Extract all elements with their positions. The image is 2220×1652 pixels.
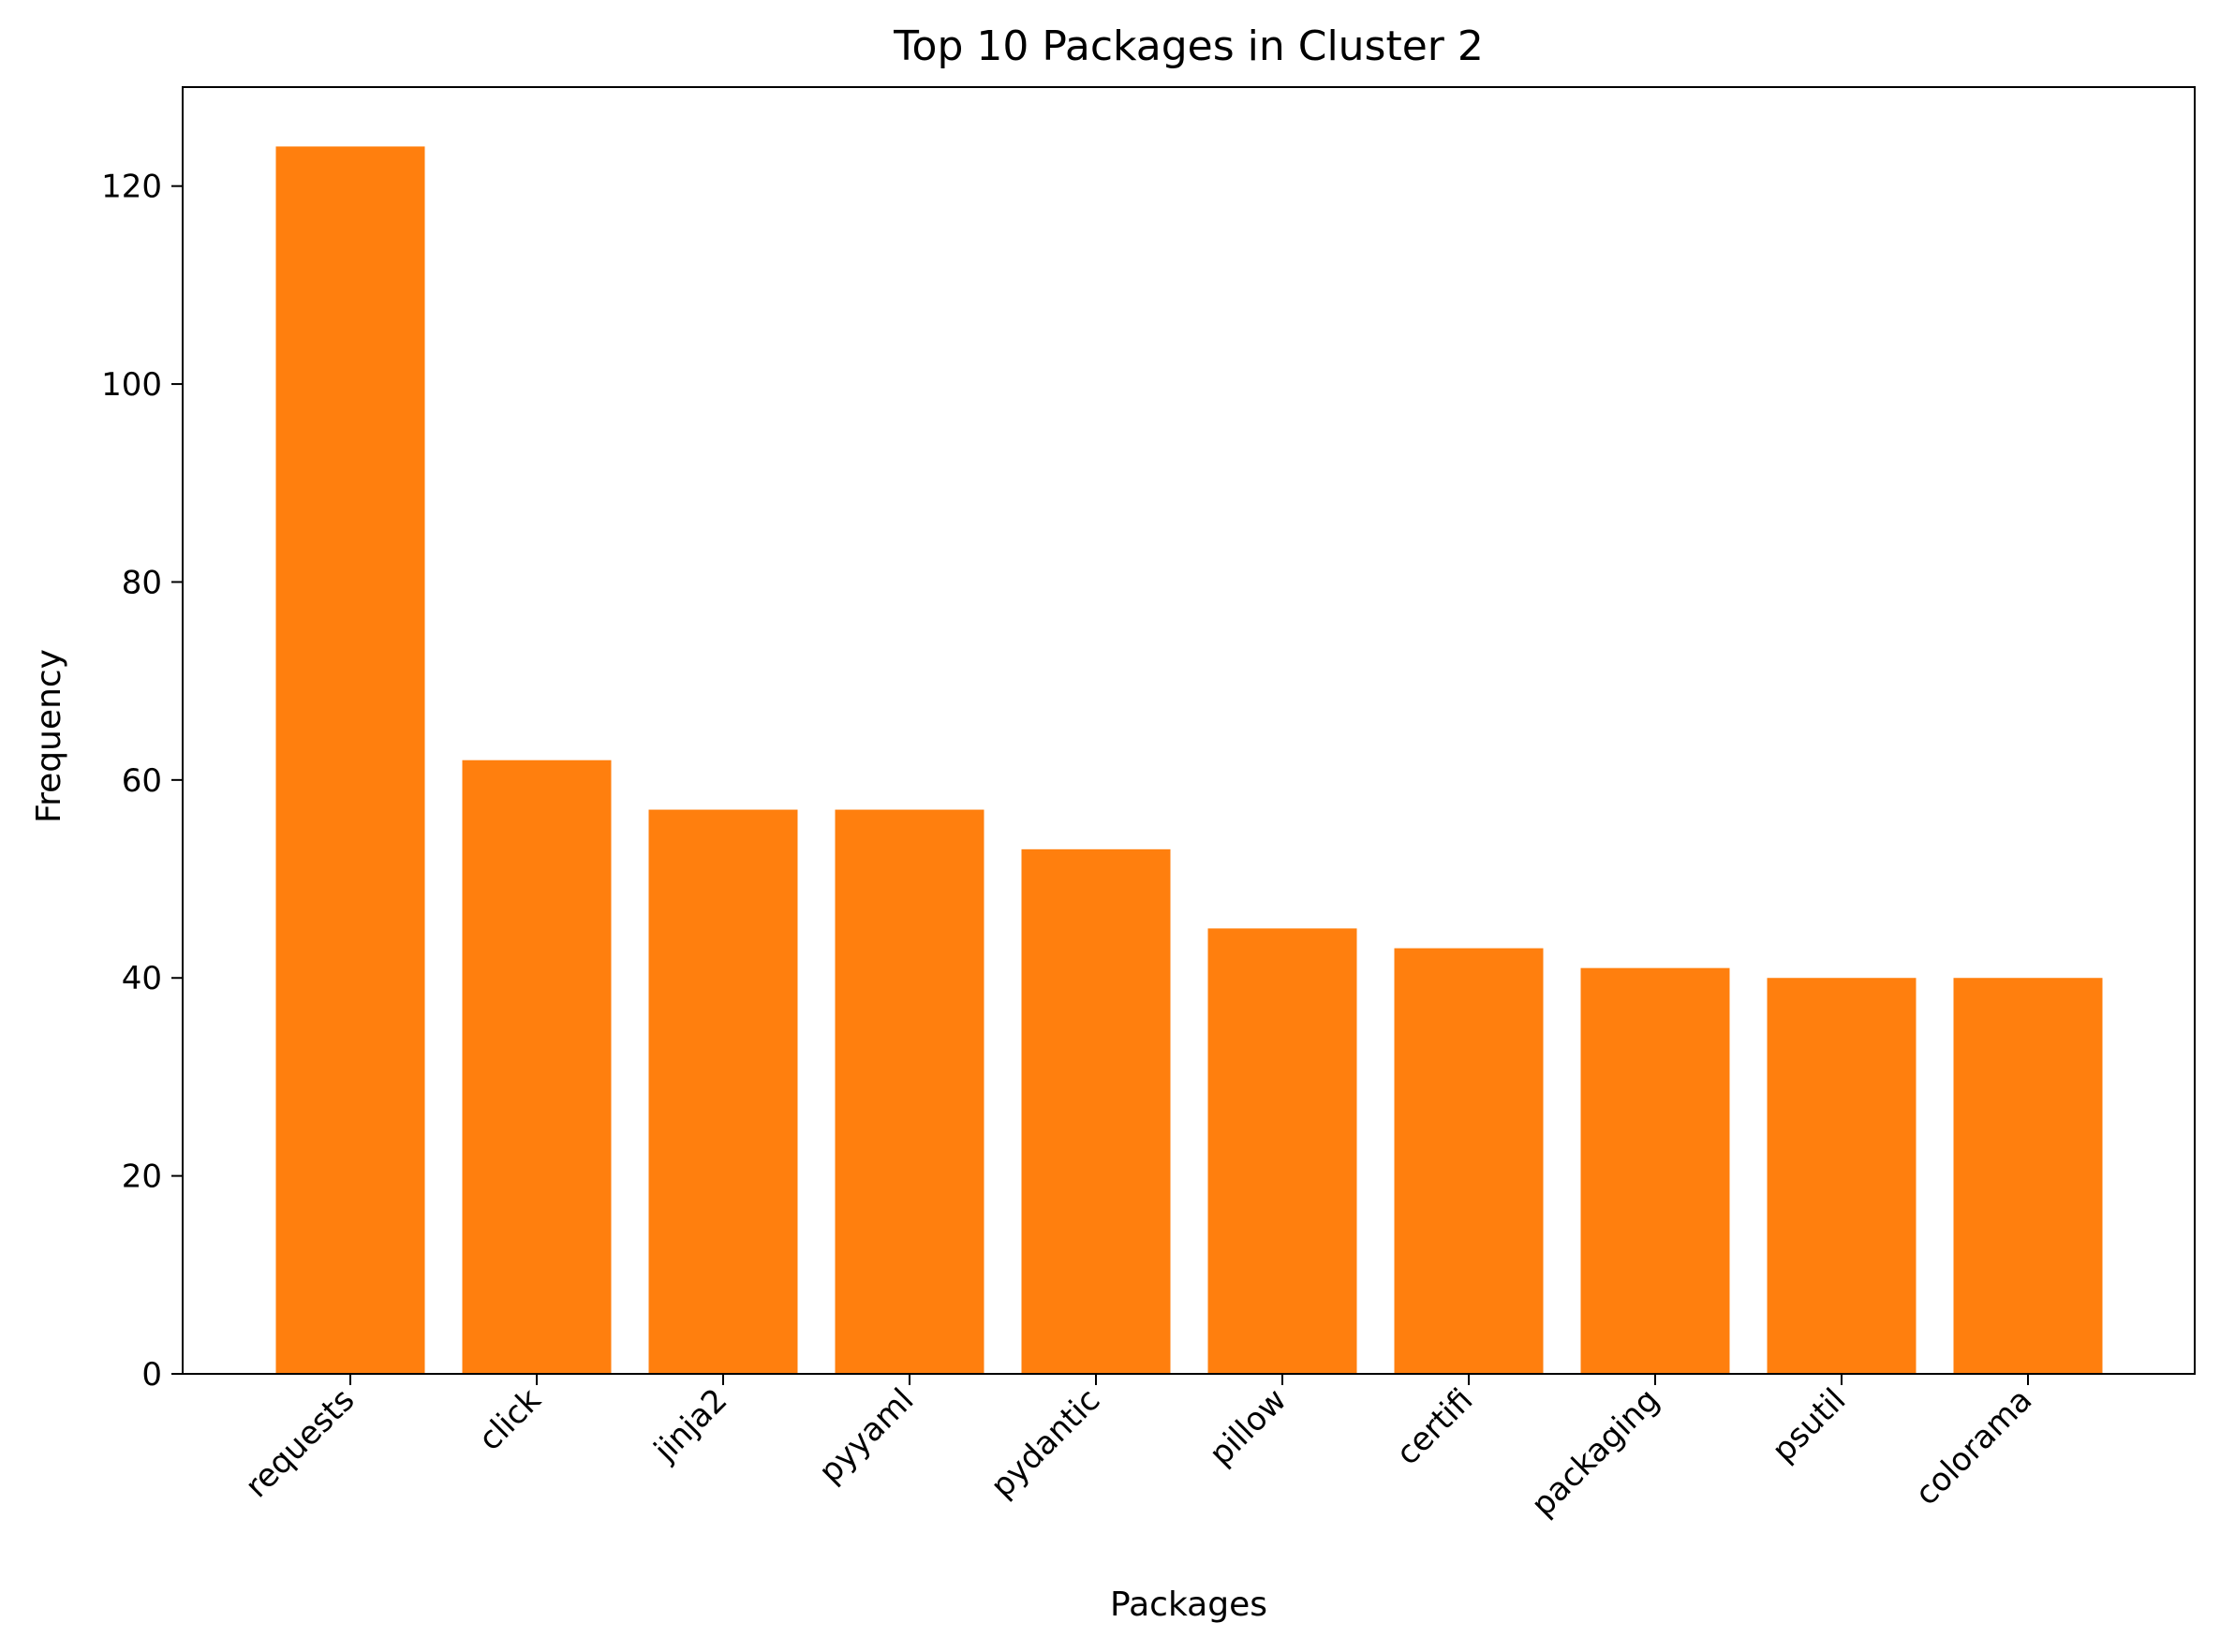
y-tick-label: 80 bbox=[122, 564, 162, 601]
bar-packaging bbox=[1580, 967, 1730, 1374]
bar-click bbox=[462, 760, 612, 1374]
plot-frame bbox=[182, 86, 2196, 1375]
bar-colorama bbox=[1953, 978, 2103, 1374]
y-tick-label: 100 bbox=[101, 366, 162, 404]
chart-title: Top 10 Packages in Cluster 2 bbox=[893, 22, 1484, 70]
y-tick-label: 60 bbox=[122, 762, 162, 800]
bar-psutil bbox=[1767, 978, 1917, 1374]
bar-pyyaml bbox=[835, 809, 984, 1374]
bar-pillow bbox=[1207, 928, 1357, 1374]
y-axis: 0 20 40 60 80 100 120 bbox=[101, 169, 183, 1394]
y-tick-label: 20 bbox=[122, 1158, 162, 1196]
y-axis-label: Frequency bbox=[30, 649, 68, 823]
bars-group bbox=[275, 146, 2103, 1374]
bar-pydantic bbox=[1021, 848, 1171, 1374]
y-tick-label: 120 bbox=[101, 169, 162, 206]
y-tick-label: 0 bbox=[141, 1356, 162, 1394]
x-axis-label: Packages bbox=[1110, 1586, 1267, 1624]
y-tick-label: 40 bbox=[122, 960, 162, 997]
bar-jinja2 bbox=[648, 809, 798, 1374]
bar-certifi bbox=[1394, 948, 1544, 1374]
bar-requests bbox=[275, 146, 425, 1374]
